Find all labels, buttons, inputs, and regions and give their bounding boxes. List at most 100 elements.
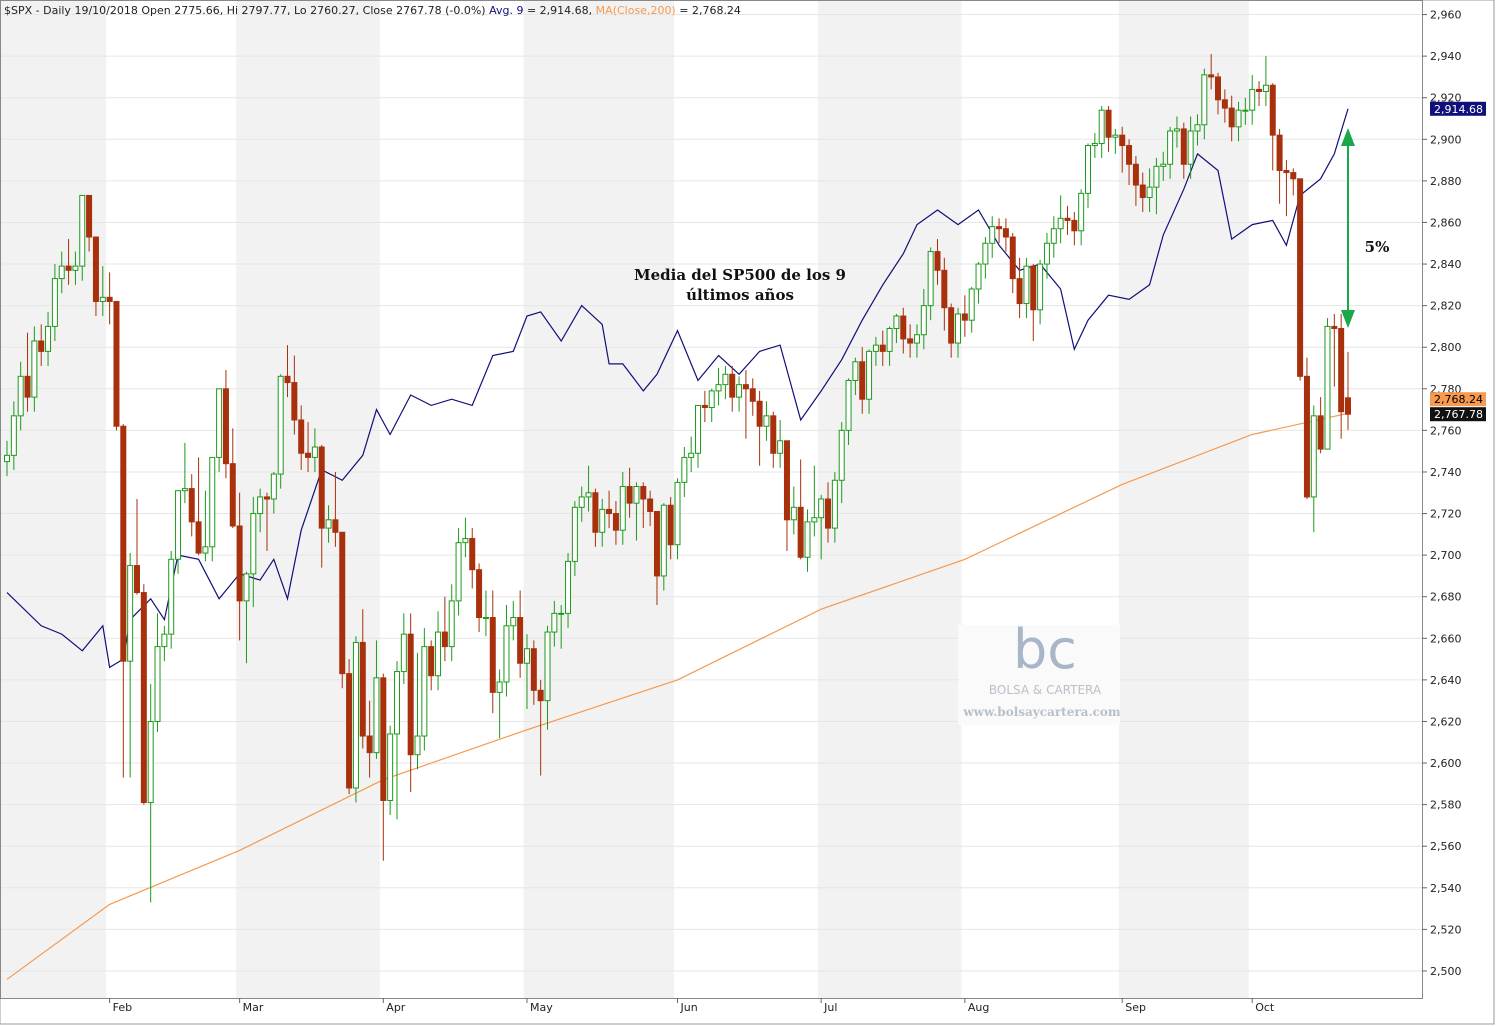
candle-body bbox=[318, 446, 325, 529]
candle-body bbox=[749, 388, 756, 402]
y-tick-label: 2,760 bbox=[1430, 424, 1462, 437]
candle-body bbox=[270, 473, 277, 500]
candle-body bbox=[277, 375, 284, 475]
candle-body bbox=[1132, 163, 1139, 186]
candle-body bbox=[777, 440, 784, 454]
candle-body bbox=[982, 242, 989, 265]
y-tick-label: 2,940 bbox=[1430, 50, 1462, 63]
y-tick-label: 2,960 bbox=[1430, 9, 1462, 22]
candle-body bbox=[298, 419, 305, 454]
price-tag-label: 2,767.78 bbox=[1434, 408, 1483, 421]
candle-body bbox=[756, 400, 763, 427]
month-bands bbox=[0, 0, 1249, 998]
y-tick-label: 2,700 bbox=[1430, 549, 1462, 562]
candle-body bbox=[1297, 178, 1304, 377]
candle-body bbox=[1256, 88, 1263, 92]
y-tick-label: 2,540 bbox=[1430, 882, 1462, 895]
price-tag bbox=[1430, 101, 1486, 116]
plot-border bbox=[0, 0, 1423, 999]
candle-body bbox=[893, 315, 900, 330]
y-tick-label: 2,840 bbox=[1430, 258, 1462, 271]
candle-body bbox=[831, 479, 838, 529]
candle-body bbox=[722, 373, 729, 386]
candle-body bbox=[1215, 76, 1222, 101]
candle-body bbox=[332, 519, 339, 533]
candle-body bbox=[154, 646, 161, 722]
candle-body bbox=[640, 486, 647, 500]
candle-body bbox=[1262, 84, 1269, 92]
candle-body bbox=[263, 496, 270, 500]
candle-body bbox=[510, 617, 517, 627]
month-band bbox=[0, 0, 107, 998]
candle-body bbox=[968, 288, 975, 321]
candle-body bbox=[291, 382, 298, 421]
candle-body bbox=[359, 641, 366, 737]
candle-body bbox=[825, 498, 832, 529]
candle-body bbox=[489, 617, 496, 693]
candle-body bbox=[469, 538, 476, 571]
watermark-name: BOLSA & CARTERA bbox=[989, 683, 1102, 697]
candle-body bbox=[879, 344, 886, 352]
candle-body bbox=[1303, 375, 1310, 498]
candle-body bbox=[1085, 145, 1092, 194]
candle-body bbox=[441, 631, 448, 648]
watermark-url: www.bolsaycartera.com bbox=[962, 705, 1121, 719]
overlay-line bbox=[6, 108, 1349, 669]
candle-body bbox=[660, 504, 667, 577]
candle-body bbox=[257, 496, 264, 515]
candle-body bbox=[1201, 74, 1208, 126]
y-tick-label: 2,880 bbox=[1430, 175, 1462, 188]
candle-body bbox=[236, 525, 243, 602]
watermark-bg bbox=[958, 625, 1120, 725]
x-tick-label: Jun bbox=[680, 1001, 698, 1014]
candle-body bbox=[544, 631, 551, 702]
candle-body bbox=[209, 456, 216, 548]
candle-body bbox=[708, 390, 715, 409]
candle-body bbox=[1345, 397, 1351, 415]
x-tick-label: Apr bbox=[386, 1001, 406, 1014]
candle-body bbox=[783, 440, 790, 521]
price-tag-label: 2,768.24 bbox=[1434, 393, 1483, 406]
candle-body bbox=[24, 375, 31, 398]
candle-body bbox=[1146, 186, 1153, 199]
candle-body bbox=[530, 648, 537, 691]
candle-body bbox=[229, 463, 236, 527]
candle-body bbox=[770, 415, 777, 454]
candle-body bbox=[65, 265, 72, 271]
candle-body bbox=[202, 546, 209, 554]
candle-body bbox=[866, 350, 873, 400]
x-tick-label: Aug bbox=[968, 1001, 989, 1014]
candle-body bbox=[284, 375, 291, 384]
watermark: bc BOLSA & CARTERA www.bolsaycartera.com bbox=[958, 618, 1121, 725]
candle-body bbox=[1023, 265, 1030, 305]
candle-body bbox=[120, 425, 127, 662]
candle-body bbox=[701, 404, 708, 409]
candle-body bbox=[222, 388, 229, 465]
x-tick-label: Mar bbox=[243, 1001, 264, 1014]
candle-body bbox=[305, 452, 312, 458]
y-tick-label: 2,820 bbox=[1430, 300, 1462, 313]
candle-body bbox=[1242, 109, 1249, 112]
candle-body bbox=[1153, 165, 1160, 188]
axes: Feb Mar Apr May Jun Jul Aug Sep Oct 2,500 2,520 2,5… bbox=[109, 9, 1486, 1014]
candle-body bbox=[462, 538, 469, 544]
candle-body bbox=[907, 338, 914, 344]
y-tick-label: 2,720 bbox=[1430, 508, 1462, 521]
candle-body bbox=[113, 300, 120, 427]
candle-body bbox=[352, 641, 359, 789]
candle-body bbox=[188, 488, 195, 523]
y-tick-label: 2,860 bbox=[1430, 216, 1462, 229]
x-tick-label: Sep bbox=[1125, 1001, 1146, 1014]
candle-body bbox=[106, 296, 113, 302]
y-tick-label: 2,520 bbox=[1430, 923, 1462, 936]
candle-body bbox=[1249, 88, 1256, 111]
y-tick-label: 2,660 bbox=[1430, 632, 1462, 645]
x-tick-label: Oct bbox=[1255, 1001, 1275, 1014]
candle-body bbox=[1167, 130, 1174, 165]
x-tick-label: May bbox=[530, 1001, 553, 1014]
candle-body bbox=[599, 508, 606, 533]
candle-body bbox=[1160, 163, 1167, 167]
candle-body bbox=[681, 456, 688, 483]
candle-body bbox=[838, 429, 845, 481]
